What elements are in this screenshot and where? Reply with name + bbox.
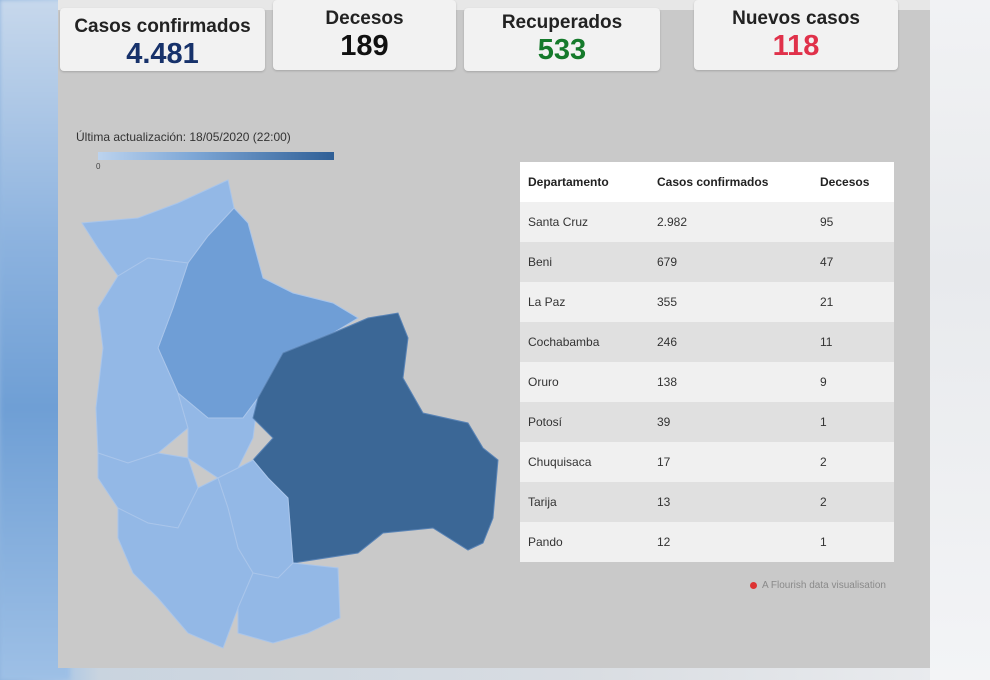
cell-department: Santa Cruz — [528, 215, 589, 229]
flourish-logo-icon — [750, 582, 757, 589]
cell-department: Chuquisaca — [528, 455, 592, 469]
cell-deaths: 11 — [820, 335, 833, 349]
flourish-credit-text: A Flourish data visualisation — [762, 580, 886, 591]
map-region-santa-cruz[interactable] — [252, 312, 499, 564]
cell-confirmed: 12 — [657, 535, 671, 549]
confirmed-cases-label: Casos confirmados — [74, 16, 251, 37]
new-cases-value: 118 — [772, 30, 820, 62]
deaths-value: 189 — [340, 30, 389, 62]
new-cases-label: Nuevos casos — [732, 8, 860, 29]
cell-confirmed: 138 — [657, 375, 678, 389]
bolivia-map[interactable] — [78, 178, 508, 658]
recovered-value: 533 — [537, 34, 587, 66]
header-decesos[interactable]: Decesos — [820, 175, 870, 189]
header-departamento[interactable]: Departamento — [528, 175, 609, 189]
cell-confirmed: 679 — [657, 255, 678, 269]
departments-table: Departamento Casos confirmados Decesos S… — [520, 162, 894, 562]
table-row: Pando 12 1 — [520, 522, 894, 562]
cell-deaths: 1 — [820, 535, 827, 549]
panel-top-strip — [58, 0, 930, 10]
table-row: Tarija 13 2 — [520, 482, 894, 522]
recovered-card: Recuperados 533 — [464, 8, 660, 71]
cell-confirmed: 13 — [657, 495, 671, 509]
table-row: Beni 679 47 — [520, 242, 894, 282]
table-row: La Paz 355 21 — [520, 282, 894, 322]
table-row: Potosí 39 1 — [520, 402, 894, 442]
cell-confirmed: 355 — [657, 295, 678, 309]
cell-deaths: 2 — [820, 495, 827, 509]
confirmed-cases-value: 4.481 — [126, 38, 199, 70]
cell-department: La Paz — [528, 295, 566, 309]
table-row: Cochabamba 246 11 — [520, 322, 894, 362]
color-scale-legend — [98, 152, 334, 160]
cell-deaths: 47 — [820, 255, 834, 269]
confirmed-cases-card: Casos confirmados 4.481 — [60, 8, 265, 71]
cell-department: Cochabamba — [528, 335, 600, 349]
table-row: Santa Cruz 2.982 95 — [520, 202, 894, 242]
table-row: Chuquisaca 17 2 — [520, 442, 894, 482]
cell-confirmed: 2.982 — [657, 215, 688, 229]
deaths-card: Decesos 189 — [273, 0, 456, 70]
cell-deaths: 1 — [820, 415, 827, 429]
background-right — [930, 0, 990, 680]
cell-confirmed: 39 — [657, 415, 671, 429]
cell-department: Tarija — [528, 495, 557, 509]
header-casos-confirmados[interactable]: Casos confirmados — [657, 175, 769, 189]
cell-department: Potosí — [528, 415, 563, 429]
cell-department: Oruro — [528, 375, 559, 389]
flourish-credit-link[interactable]: A Flourish data visualisation — [750, 580, 886, 591]
cell-confirmed: 246 — [657, 335, 678, 349]
last-update-text: Última actualización: 18/05/2020 (22:00) — [76, 130, 291, 144]
legend-min-label: 0 — [96, 162, 101, 171]
map-region-la-paz[interactable] — [95, 257, 189, 464]
cell-deaths: 9 — [820, 375, 827, 389]
map-region-oruro[interactable] — [97, 452, 199, 529]
cell-deaths: 21 — [820, 295, 834, 309]
cell-deaths: 2 — [820, 455, 827, 469]
map-region-tarija[interactable] — [237, 562, 341, 644]
table-header-row: Departamento Casos confirmados Decesos — [520, 162, 894, 202]
cell-department: Beni — [528, 255, 553, 269]
recovered-label: Recuperados — [501, 12, 623, 33]
cell-department: Pando — [528, 535, 563, 549]
cell-confirmed: 17 — [657, 455, 671, 469]
new-cases-card: Nuevos casos 118 — [694, 0, 898, 70]
table-row: Oruro 138 9 — [520, 362, 894, 402]
map-region-cochabamba[interactable] — [177, 391, 259, 479]
cell-deaths: 95 — [820, 215, 834, 229]
deaths-label: Decesos — [325, 8, 404, 29]
